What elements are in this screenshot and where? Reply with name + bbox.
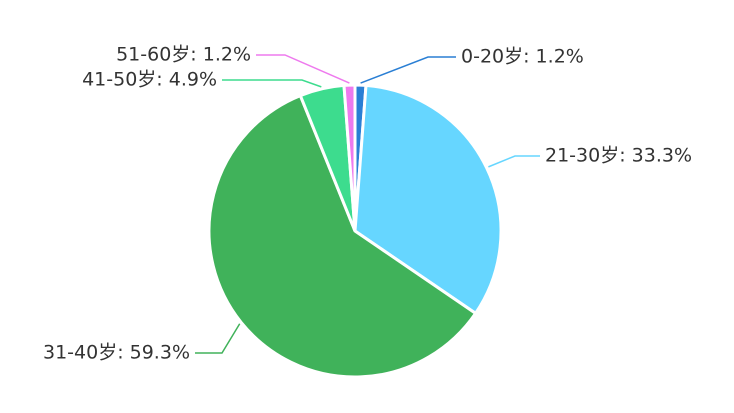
leader-line: [195, 323, 241, 354]
leader-line: [256, 54, 350, 84]
slice-label: 0-20岁: 1.2%: [461, 46, 584, 68]
leader-line: [222, 79, 322, 88]
leader-line: [360, 56, 456, 84]
pie-slice: [207, 93, 478, 379]
leader-line: [488, 155, 540, 168]
pie-slice: [342, 83, 357, 232]
pie-slice: [353, 83, 503, 316]
slice-label: 31-40岁: 59.3%: [43, 342, 190, 364]
slice-label: 51-60岁: 1.2%: [116, 44, 251, 66]
slice-label: 41-50岁: 4.9%: [82, 69, 217, 91]
slice-label: 21-30岁: 33.3%: [545, 145, 692, 167]
